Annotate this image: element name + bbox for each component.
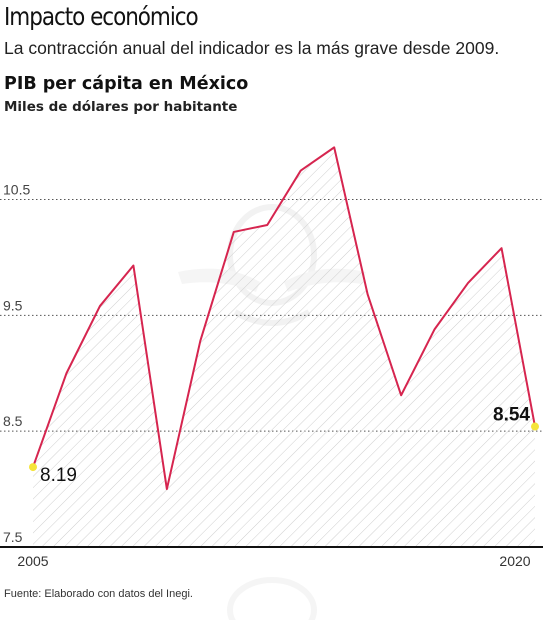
y-tick-label: 8.5 [3,413,23,429]
data-markers [29,422,539,472]
y-tick-label: 10.5 [3,182,30,198]
data-line [32,146,536,491]
y-tick-label: 9.5 [3,297,23,313]
data-labels: 8.19 8.54 [40,405,530,487]
chart-unit-label: Miles de dólares por habitante [4,99,238,115]
source-note: Fuente: Elaborado con datos del Inegi. [4,588,193,600]
x-tick-label: 2005 [17,553,48,569]
hatched-area [33,147,535,547]
data-label-last: 8.54 [493,405,530,426]
data-label-first: 8.19 [40,465,77,486]
tick-labels: 7.5 8.5 9.5 10.5 2005 2020 [3,182,531,570]
y-tick-label: 7.5 [3,529,23,545]
data-point-marker [531,422,539,431]
chart-title: PIB per cápita en México [4,74,249,94]
x-tick-label: 2020 [499,553,530,569]
series-line [32,146,536,491]
subheadline: La contracción anual del indicador es la… [4,38,500,58]
area-fill [33,147,535,547]
data-point-marker [29,463,37,472]
headline: Impacto económico [4,2,199,31]
